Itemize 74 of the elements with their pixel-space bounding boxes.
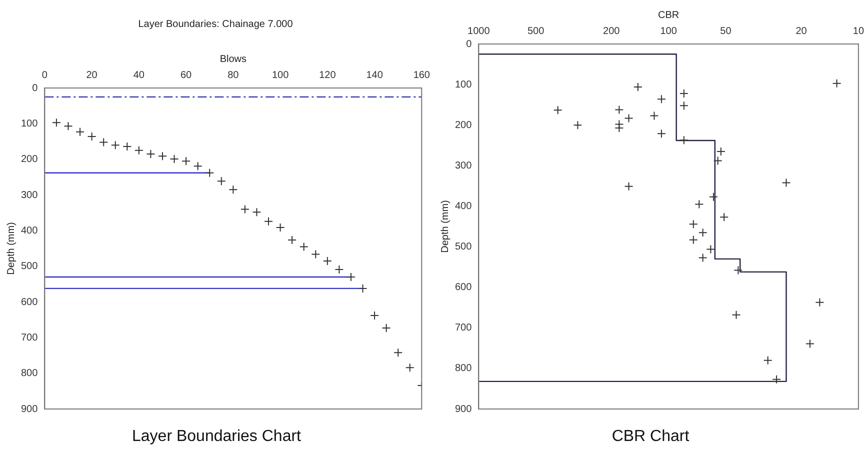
- x-tick-label: 1000: [468, 26, 490, 37]
- y-tick-label: 500: [20, 261, 38, 272]
- x-axis-title: Blows: [220, 54, 247, 65]
- y-tick-label: 300: [20, 190, 38, 201]
- point: [182, 156, 191, 166]
- point: [322, 256, 332, 266]
- y-tick-label: 300: [454, 160, 472, 172]
- y-tick-label: 800: [20, 368, 38, 380]
- chart-title: Layer Boundaries: Chainage 7.000: [138, 18, 294, 30]
- y-tick-label: 900: [20, 404, 38, 415]
- point: [99, 138, 108, 147]
- y-tick-label: 700: [20, 332, 38, 344]
- y-tick-label: 800: [454, 363, 472, 374]
- x-tick-label: 20: [86, 70, 98, 81]
- point: [382, 324, 391, 333]
- point: [134, 146, 144, 155]
- point: [394, 348, 403, 358]
- x-tick-label: 100: [660, 26, 678, 37]
- x-tick-label: 100: [272, 70, 290, 81]
- y-tick-label: 400: [454, 200, 472, 212]
- point: [170, 154, 179, 164]
- y-tick-label: 100: [20, 118, 38, 130]
- y-tick-label: 400: [20, 225, 38, 236]
- y-tick-label: 0: [32, 82, 38, 94]
- point: [52, 118, 61, 128]
- x-tick-label: 50: [720, 26, 732, 37]
- point: [76, 127, 85, 136]
- y-tick-label: 500: [454, 242, 472, 253]
- x-tick-label: 200: [603, 26, 620, 37]
- point: [405, 363, 414, 372]
- point: [110, 140, 120, 150]
- y-tick-label: 200: [20, 154, 38, 166]
- x-tick-label: 10: [852, 26, 864, 37]
- y-tick-label: 700: [454, 322, 472, 334]
- y-tick-label: 900: [454, 404, 472, 415]
- point: [264, 216, 274, 226]
- y-tick-label: 0: [466, 38, 472, 50]
- x-axis-title: CBR: [658, 10, 680, 21]
- point: [64, 122, 73, 131]
- point: [228, 185, 238, 194]
- point: [193, 162, 202, 171]
- point: [311, 250, 320, 259]
- y-tick-label: 600: [20, 296, 38, 308]
- text: Layer Boundaries Chart: [131, 428, 302, 446]
- point: [370, 311, 380, 320]
- x-tick-label: 20: [796, 26, 808, 37]
- point: [87, 132, 96, 142]
- point: [216, 176, 226, 186]
- y-tick-label: 100: [454, 79, 472, 90]
- point: [146, 149, 156, 158]
- point: [122, 142, 132, 151]
- x-tick-label: 120: [319, 70, 336, 81]
- y-axis-title: Depth (mm): [6, 222, 17, 275]
- point: [205, 168, 214, 178]
- x-tick-label: 80: [228, 70, 240, 81]
- point: [358, 284, 368, 293]
- y-axis-title: Depth (mm): [440, 200, 451, 253]
- point: [334, 265, 344, 274]
- point: [276, 222, 285, 232]
- text: CBR Chart: [610, 428, 690, 446]
- x-tick-label: 40: [133, 70, 145, 81]
- point: [240, 204, 250, 214]
- x-tick-label: 60: [180, 70, 192, 81]
- x-tick-label: 0: [42, 70, 48, 81]
- y-tick-label: 200: [454, 120, 472, 131]
- point: [288, 235, 297, 244]
- point: [252, 208, 262, 217]
- point: [158, 152, 167, 161]
- point: [346, 272, 356, 282]
- x-tick-label: 160: [413, 70, 430, 81]
- point: [299, 242, 308, 252]
- x-tick-label: 500: [528, 26, 545, 37]
- y-tick-label: 600: [454, 282, 472, 294]
- x-tick-label: 140: [366, 70, 384, 81]
